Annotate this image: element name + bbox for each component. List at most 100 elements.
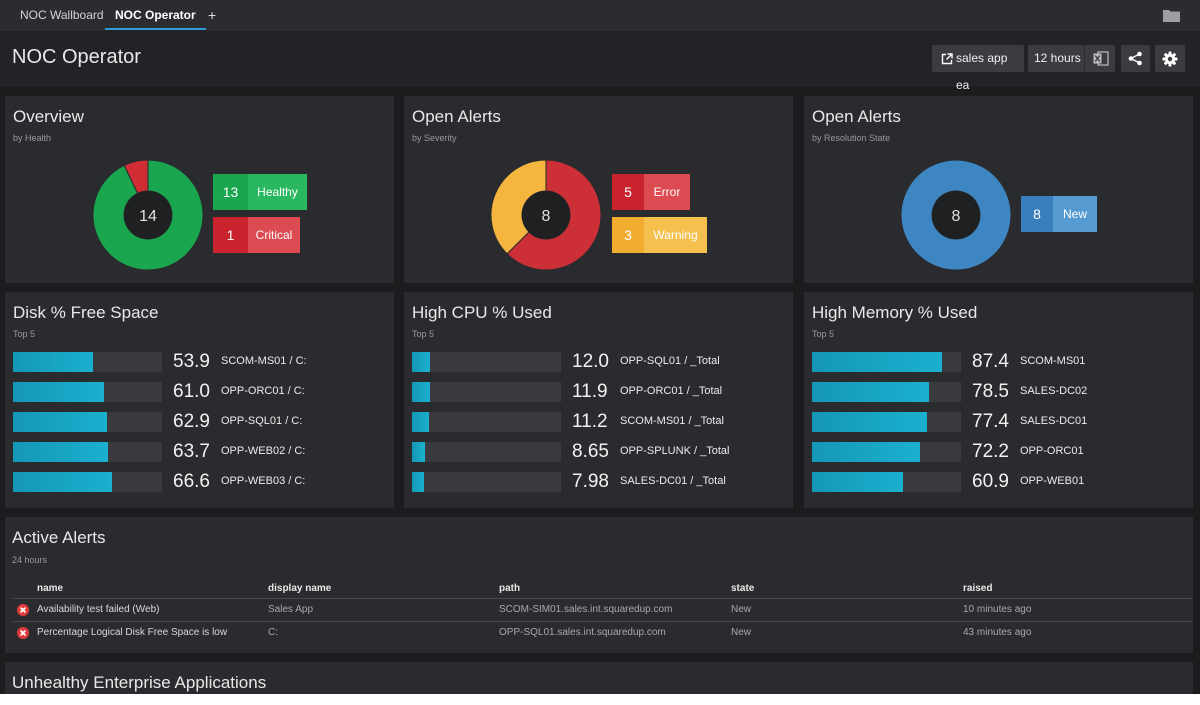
- bar-value: 8.65: [572, 441, 609, 462]
- bar-track: [412, 382, 561, 402]
- alert-name[interactable]: Availability test failed (Web): [37, 604, 160, 615]
- alert-name[interactable]: Percentage Logical Disk Free Space is lo…: [37, 627, 228, 638]
- bar-label[interactable]: SCOM-MS01 / C:: [221, 355, 307, 367]
- column-header-path[interactable]: path: [499, 583, 521, 594]
- bar-row[interactable]: 61.0 OPP-ORC01 / C:: [13, 381, 383, 402]
- column-header-raised[interactable]: raised: [963, 583, 993, 594]
- bar-fill: [412, 382, 430, 402]
- bar-row[interactable]: 11.2 SCOM-MS01 / _Total: [412, 411, 782, 432]
- bar-label[interactable]: SALES-DC02: [1020, 385, 1088, 397]
- bar-label[interactable]: OPP-WEB03 / C:: [221, 475, 306, 487]
- timeframe-button[interactable]: 12 hours: [1028, 45, 1084, 72]
- column-header-name[interactable]: name: [37, 583, 64, 594]
- legend-label: Critical: [248, 217, 300, 253]
- bar-track: [13, 472, 162, 492]
- legend-critical[interactable]: 1 Critical: [213, 217, 300, 253]
- bar-track: [13, 382, 162, 402]
- bar-row[interactable]: 8.65 OPP-SPLUNK / _Total: [412, 441, 782, 462]
- folder-icon[interactable]: [1163, 9, 1180, 22]
- export-excel-button[interactable]: [1084, 45, 1115, 72]
- panel-title: Overview: [13, 107, 84, 126]
- bar-label[interactable]: SALES-DC01 / _Total: [620, 475, 726, 487]
- alert-path: OPP-SQL01.sales.int.squaredup.com: [499, 627, 666, 638]
- health-donut-chart[interactable]: 14: [92, 159, 204, 271]
- page-bottom-edge: [0, 694, 1200, 705]
- bar-track: [812, 352, 961, 372]
- bar-track: [812, 472, 961, 492]
- application-filter-label: sales app ea: [956, 51, 1008, 92]
- bar-label[interactable]: OPP-ORC01 / _Total: [620, 385, 723, 397]
- legend-label: Warning: [644, 217, 707, 253]
- bar-label[interactable]: OPP-SQL01 / _Total: [620, 355, 720, 367]
- settings-button[interactable]: [1155, 45, 1185, 72]
- bar-row[interactable]: 72.2 OPP-ORC01: [812, 441, 1182, 462]
- bar-fill: [812, 382, 929, 402]
- open-alerts-severity-panel[interactable]: Open Alerts by Severity 8 5 Error 3 Warn…: [404, 96, 793, 283]
- bar-fill: [812, 352, 943, 372]
- add-tab-button[interactable]: +: [208, 7, 217, 23]
- unhealthy-applications-panel: Unhealthy Enterprise Applications: [5, 662, 1193, 694]
- panel-subtitle: 24 hours: [12, 555, 48, 565]
- share-button[interactable]: [1121, 45, 1150, 72]
- bar-label[interactable]: OPP-WEB01: [1020, 475, 1085, 487]
- panel-subtitle: by Resolution State: [812, 133, 891, 143]
- disk-free-space-panel[interactable]: Disk % Free Space Top 5 53.9 SCOM-MS01 / …: [5, 292, 394, 508]
- cpu-used-panel[interactable]: High CPU % Used Top 5 12.0 OPP-SQL01 / _T…: [404, 292, 793, 508]
- tab-noc-operator[interactable]: NOC Operator: [105, 0, 206, 30]
- bar-label[interactable]: OPP-SPLUNK / _Total: [620, 445, 730, 457]
- bar-row[interactable]: 12.0 OPP-SQL01 / _Total: [412, 351, 782, 372]
- panel-title: Unhealthy Enterprise Applications: [12, 673, 267, 692]
- bar-row[interactable]: 11.9 OPP-ORC01 / _Total: [412, 381, 782, 402]
- resolution-donut-chart[interactable]: 8: [900, 159, 1012, 271]
- bar-label[interactable]: OPP-ORC01 / C:: [221, 385, 305, 397]
- bar-row[interactable]: 62.9 OPP-SQL01 / C:: [13, 411, 383, 432]
- table-row[interactable]: Percentage Logical Disk Free Space is lo…: [13, 621, 1192, 644]
- bar-track: [412, 442, 561, 462]
- bar-row[interactable]: 78.5 SALES-DC02: [812, 381, 1182, 402]
- error-icon: [17, 604, 29, 616]
- overview-panel[interactable]: Overview by Health 14 13 Healthy 1 Criti…: [5, 96, 394, 283]
- legend-new[interactable]: 8 New: [1021, 196, 1097, 232]
- timeframe-label: 12 hours: [1034, 51, 1081, 65]
- bar-row[interactable]: 87.4 SCOM-MS01: [812, 351, 1182, 372]
- column-header-state[interactable]: state: [731, 583, 755, 594]
- alert-state: New: [731, 627, 752, 638]
- bar-value: 11.2: [572, 411, 608, 432]
- bar-label[interactable]: OPP-WEB02 / C:: [221, 445, 306, 457]
- column-header-display-name[interactable]: display name: [268, 583, 332, 594]
- bar-fill: [13, 352, 94, 372]
- bar-label[interactable]: OPP-SQL01 / C:: [221, 415, 303, 427]
- legend-label: Healthy: [248, 174, 307, 210]
- bar-fill: [412, 352, 430, 372]
- bar-fill: [812, 412, 928, 432]
- legend-error[interactable]: 5 Error: [612, 174, 690, 210]
- bar-row[interactable]: 7.98 SALES-DC01 / _Total: [412, 471, 782, 492]
- donut-hole: [932, 191, 980, 239]
- bar-label[interactable]: SALES-DC01: [1020, 415, 1088, 427]
- panel-subtitle: Top 5: [412, 329, 435, 339]
- bar-value: 77.4: [972, 411, 1009, 432]
- alert-raised: 43 minutes ago: [963, 627, 1032, 638]
- bar-label[interactable]: SCOM-MS01 / _Total: [620, 415, 724, 427]
- memory-used-panel[interactable]: High Memory % Used Top 5 87.4 SCOM-MS01 78…: [804, 292, 1193, 508]
- bar-row[interactable]: 77.4 SALES-DC01: [812, 411, 1182, 432]
- bar-row[interactable]: 53.9 SCOM-MS01 / C:: [13, 351, 383, 372]
- table-row[interactable]: Availability test failed (Web) Sales App…: [13, 598, 1192, 621]
- bar-row[interactable]: 60.9 OPP-WEB01: [812, 471, 1182, 492]
- legend-label: New: [1053, 196, 1097, 232]
- bar-row[interactable]: 63.7 OPP-WEB02 / C:: [13, 441, 383, 462]
- bar-label[interactable]: OPP-ORC01: [1020, 445, 1084, 457]
- tab-noc-wallboard[interactable]: NOC Wallboard: [20, 8, 104, 22]
- application-filter-button[interactable]: sales app ea: [932, 45, 1024, 92]
- bar-label[interactable]: SCOM-MS01: [1020, 355, 1086, 367]
- legend-healthy[interactable]: 13 Healthy: [213, 174, 307, 210]
- open-alerts-resolution-panel[interactable]: Open Alerts by Resolution State 8 8 New: [804, 96, 1193, 283]
- legend-warning[interactable]: 3 Warning: [612, 217, 707, 253]
- bar-track: [412, 472, 561, 492]
- bar-row[interactable]: 66.6 OPP-WEB03 / C:: [13, 471, 383, 492]
- external-link-icon: [941, 53, 953, 65]
- bar-fill: [412, 472, 424, 492]
- severity-donut-chart[interactable]: 8: [490, 159, 602, 271]
- excel-icon: [1093, 51, 1109, 66]
- bar-value: 11.9: [572, 381, 608, 402]
